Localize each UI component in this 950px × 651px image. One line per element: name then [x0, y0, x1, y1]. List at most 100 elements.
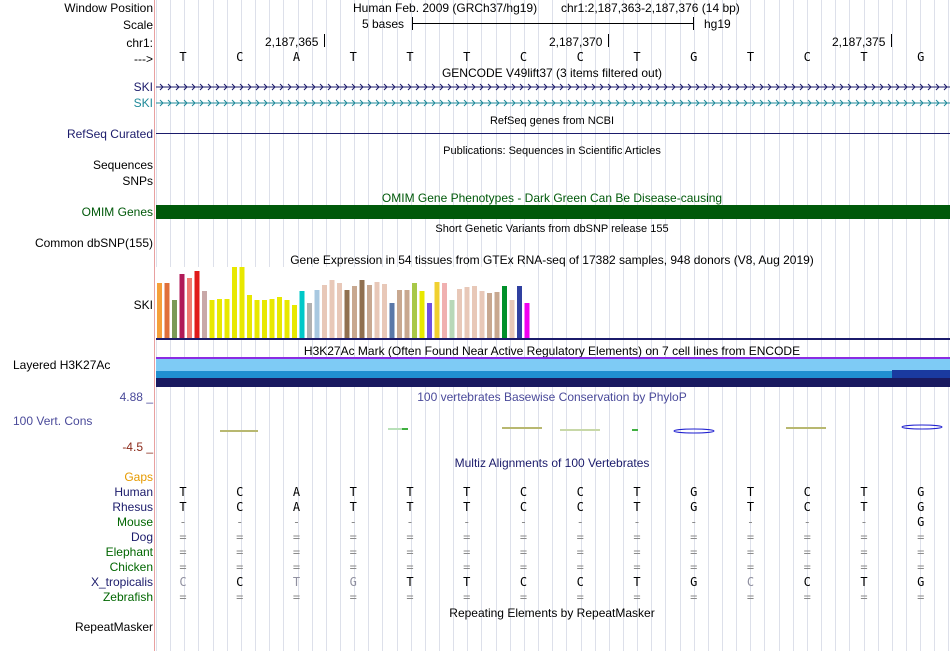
gtex-track-title[interactable]: Gene Expression in 54 tissues from GTEx … — [290, 253, 814, 267]
layered-h3k27ac-label[interactable]: Layered H3K27Ac — [13, 358, 111, 372]
alignment-base: T — [633, 575, 641, 589]
gtex-tissue-bar[interactable] — [254, 300, 260, 338]
gtex-tissue-bar[interactable] — [494, 292, 500, 338]
gencode-transcripts[interactable] — [156, 80, 950, 110]
gtex-tissue-bar[interactable] — [502, 286, 507, 338]
gtex-tissue-bar[interactable] — [224, 299, 230, 338]
gtex-tissue-bar[interactable] — [202, 291, 207, 338]
gridline — [665, 0, 666, 651]
gtex-tissue-bar[interactable] — [427, 303, 432, 338]
gtex-tissue-bar[interactable] — [517, 286, 522, 338]
gtex-tissue-bar[interactable] — [194, 271, 200, 338]
species-label[interactable]: Mouse — [116, 515, 153, 529]
gtex-tissue-bar[interactable] — [329, 280, 335, 338]
gtex-tissue-bar[interactable] — [172, 300, 177, 338]
phylop-conservation-plot[interactable] — [156, 420, 950, 440]
species-label[interactable]: Dog — [130, 530, 153, 544]
refseq-curated-label[interactable]: RefSeq Curated — [66, 127, 153, 141]
alignment-base: - — [292, 515, 301, 529]
gridline — [694, 0, 695, 651]
gtex-tissue-bar[interactable] — [292, 305, 297, 338]
refseq-gene-line[interactable] — [156, 133, 950, 134]
publications-track-title[interactable]: Publications: Sequences in Scientific Ar… — [443, 145, 661, 157]
omim-track-title[interactable]: OMIM Gene Phenotypes - Dark Green Can Be… — [381, 191, 723, 205]
gtex-tissue-bar[interactable] — [179, 274, 185, 338]
common-dbsnp-label[interactable]: Common dbSNP(155) — [34, 236, 153, 250]
repeatmasker-label[interactable]: RepeatMasker — [74, 620, 153, 634]
snps-label[interactable]: SNPs — [122, 174, 153, 188]
species-label[interactable]: Human — [114, 485, 153, 499]
gtex-tissue-bar[interactable] — [524, 303, 530, 338]
omim-genes-label[interactable]: OMIM Genes — [81, 205, 153, 219]
gtex-tissue-bar[interactable] — [382, 284, 387, 338]
gtex-tissue-bar[interactable] — [164, 283, 170, 338]
multiz-track-title[interactable]: Multiz Alignments of 100 Vertebrates — [454, 456, 650, 470]
gtex-tissue-bar[interactable] — [404, 290, 410, 338]
refseq-track-title[interactable]: RefSeq genes from NCBI — [489, 115, 615, 127]
gtex-tissue-bar[interactable] — [337, 283, 342, 338]
gtex-tissue-bar[interactable] — [239, 267, 245, 338]
alignment-base: G — [690, 575, 698, 589]
gtex-tissue-bar[interactable] — [262, 300, 267, 338]
phylop-track-title[interactable]: 100 vertebrates Basewise Conservation by… — [417, 390, 687, 404]
gtex-tissue-bar[interactable] — [374, 282, 380, 338]
gtex-tissue-bar[interactable] — [299, 291, 305, 338]
gtex-tissue-bar[interactable] — [307, 303, 312, 338]
gencode-ski-label-1[interactable]: SKI — [133, 80, 153, 94]
species-label[interactable]: X_tropicalis — [90, 575, 153, 589]
omim-gene-bar[interactable] — [156, 205, 950, 219]
gtex-tissue-bar[interactable] — [479, 291, 485, 338]
species-label[interactable]: Chicken — [109, 560, 153, 574]
gtex-tissue-bar[interactable] — [314, 290, 320, 338]
alignment-base: T — [746, 500, 755, 514]
gtex-tissue-bar[interactable] — [412, 283, 417, 338]
gtex-tissue-bar[interactable] — [472, 286, 477, 338]
track-display-area[interactable]: Human Feb. 2009 (GRCh37/hg19) chr1:2,187… — [156, 0, 950, 651]
h3k27ac-signal-dark[interactable] — [156, 378, 950, 387]
gtex-tissue-bar[interactable] — [284, 300, 290, 338]
gtex-tissue-bar[interactable] — [464, 287, 470, 338]
gtex-tissue-bar[interactable] — [269, 299, 275, 338]
species-label[interactable]: Elephant — [105, 545, 153, 559]
species-label[interactable]: Rhesus — [112, 500, 153, 514]
gtex-ski-label[interactable]: SKI — [133, 298, 153, 312]
gtex-tissue-bar[interactable] — [232, 267, 237, 338]
alignment-base: - — [633, 515, 641, 529]
repeatmasker-track-title[interactable]: Repeating Elements by RepeatMasker — [449, 606, 655, 620]
alignment-base: T — [633, 485, 641, 499]
gtex-tissue-bar[interactable] — [187, 278, 192, 338]
species-label[interactable]: Zebrafish — [102, 590, 153, 604]
gtex-tissue-bar[interactable] — [449, 300, 455, 338]
gridline — [821, 0, 822, 651]
h3k27ac-signal-mid[interactable] — [156, 371, 950, 378]
vert-cons-label[interactable]: 100 Vert. Cons — [13, 414, 93, 428]
gtex-tissue-bar[interactable] — [209, 300, 215, 338]
gtex-tissue-bar[interactable] — [419, 291, 425, 338]
gtex-tissue-bar[interactable] — [457, 289, 462, 338]
gtex-tissue-bar[interactable] — [397, 290, 402, 338]
gtex-expression-chart[interactable] — [156, 267, 536, 338]
gtex-tissue-bar[interactable] — [352, 286, 357, 338]
h3k27ac-track-title[interactable]: H3K27Ac Mark (Often Found Near Active Re… — [303, 344, 801, 358]
gtex-tissue-bar[interactable] — [434, 282, 440, 338]
dbsnp-track-title[interactable]: Short Genetic Variants from dbSNP releas… — [435, 223, 669, 235]
gencode-track-title[interactable]: GENCODE V49lift37 (3 items filtered out) — [441, 66, 663, 80]
gtex-tissue-bar[interactable] — [247, 295, 252, 338]
gtex-tissue-bar[interactable] — [277, 297, 282, 338]
gencode-ski-label-2[interactable]: SKI — [133, 96, 153, 110]
gtex-tissue-bar[interactable] — [487, 293, 492, 338]
gtex-tissue-bar[interactable] — [217, 299, 222, 338]
gtex-tissue-bar[interactable] — [359, 280, 365, 338]
gtex-tissue-bar[interactable] — [322, 285, 327, 338]
gtex-tissue-bar[interactable] — [344, 290, 350, 338]
gtex-tissue-bar[interactable] — [157, 283, 162, 338]
gtex-tissue-bar[interactable] — [509, 300, 515, 338]
sequences-label[interactable]: Sequences — [92, 158, 153, 172]
h3k27ac-signal-peak[interactable] — [892, 370, 950, 378]
gtex-tissue-bar[interactable] — [367, 285, 372, 338]
gtex-tissue-bar[interactable] — [442, 283, 447, 338]
h3k27ac-signal-light[interactable] — [156, 359, 950, 371]
alignment-base: = — [746, 590, 755, 604]
gtex-tissue-bar[interactable] — [389, 303, 395, 338]
alignment-base: = — [917, 530, 925, 544]
